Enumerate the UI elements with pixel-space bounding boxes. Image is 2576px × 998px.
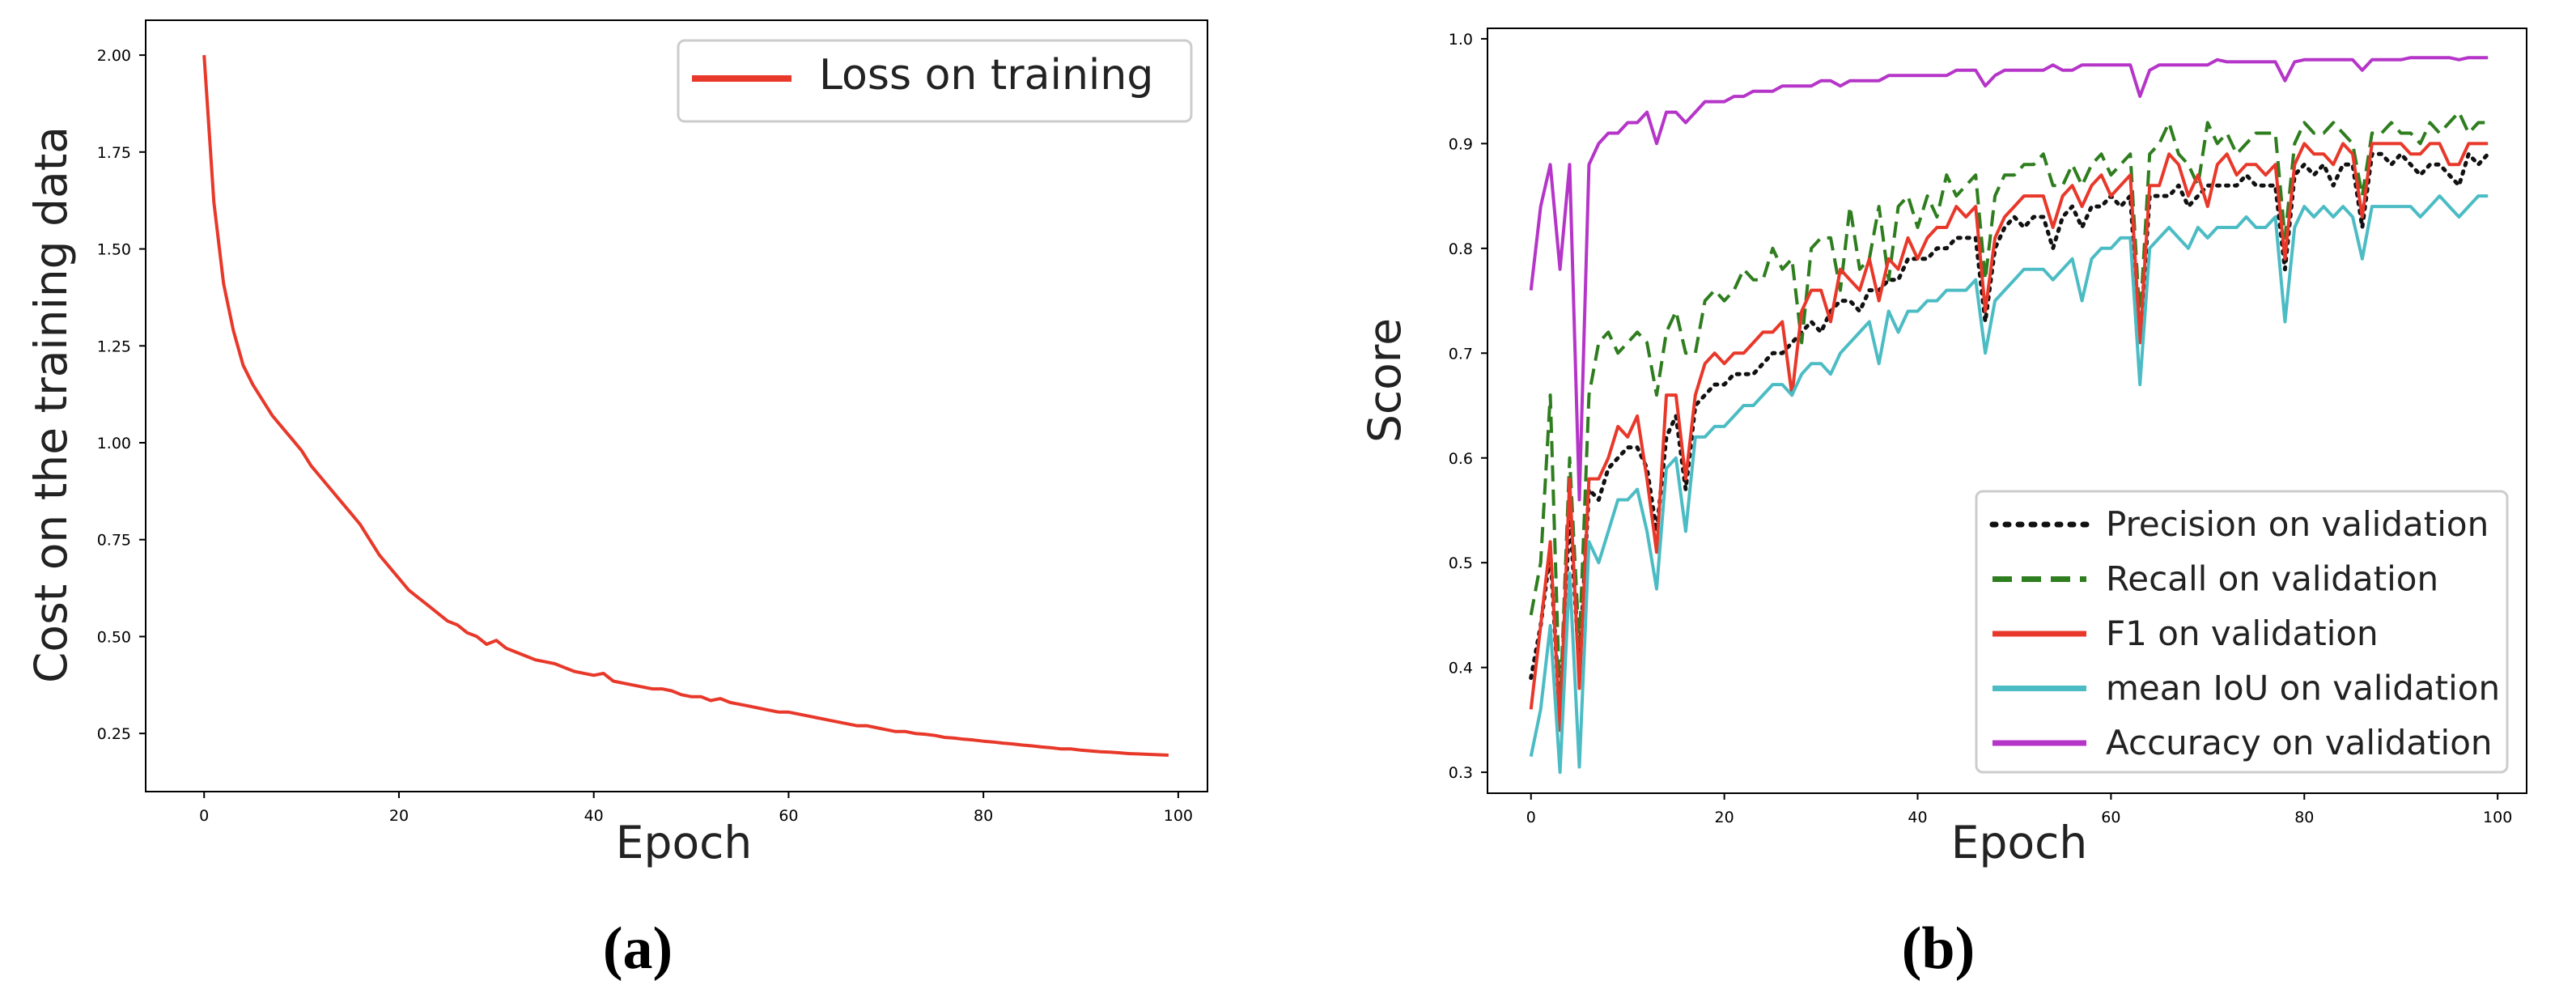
- chart-a-xtick-label: 60: [779, 807, 798, 825]
- chart-b-ytick-label: 0.8: [1449, 240, 1473, 258]
- chart-b-legend-items: Precision on validation Recall on validat…: [1989, 504, 2500, 762]
- chart-b-x-axis: 0 20 40 60 80 100: [1526, 793, 2512, 826]
- chart-b-ytick-label: 0.5: [1449, 554, 1473, 572]
- chart-a-ylabel: Cost on the training data: [25, 126, 77, 683]
- chart-b-xtick-label: 0: [1526, 809, 1536, 826]
- chart-a-series: [202, 54, 1169, 757]
- chart-b-legend-label-0: Precision on validation: [2106, 504, 2489, 544]
- chart-a-xlabel: Epoch: [616, 817, 752, 868]
- chart-b-series-line-4: [1529, 56, 2489, 502]
- panel-label-b: (b): [1902, 915, 1975, 982]
- chart-a-y-axis: 0.25 0.50 0.75 1.00 1.25 1.50 1.75 2.00: [97, 47, 146, 743]
- chart-a-legend-label: Loss on training: [819, 51, 1153, 100]
- chart-a-x-axis: 0 20 40 60 80 100: [199, 792, 1193, 825]
- chart-a-series-line-0: [202, 54, 1169, 757]
- chart-b-frame: [1487, 28, 2527, 794]
- chart-b-ytick-label: 1.0: [1449, 31, 1473, 49]
- chart-a-ytick-label: 0.75: [97, 532, 131, 550]
- chart-a-ytick-label: 1.25: [97, 338, 131, 355]
- chart-a-legend: Loss on training: [677, 39, 1193, 123]
- chart-b-ytick-label: 0.4: [1449, 660, 1473, 677]
- chart-a-legend-box: [677, 39, 1193, 123]
- chart-a-ytick-label: 1.00: [97, 435, 131, 452]
- chart-b-legend-label-3: mean IoU on validation: [2106, 669, 2500, 708]
- chart-b-series-line-1: [1529, 110, 2489, 711]
- chart-b-legend-box: [1975, 490, 2509, 774]
- chart-b-series-line-3: [1529, 194, 2489, 775]
- chart-a-xtick-label: 80: [974, 807, 993, 825]
- chart-a-xtick-label: 100: [1164, 807, 1193, 825]
- chart-b-xtick-label: 40: [1908, 809, 1927, 826]
- chart-b-ytick-label: 0.7: [1449, 345, 1473, 363]
- chart-b-legend-label-1: Recall on validation: [2106, 559, 2438, 599]
- chart-b-ytick-label: 0.3: [1449, 764, 1473, 782]
- chart-a-xtick-label: 0: [199, 807, 209, 825]
- chart-a-xtick-label: 40: [584, 807, 604, 825]
- chart-a-ytick-label: 1.75: [97, 144, 131, 162]
- chart-b-legend: Precision on validation Recall on validat…: [1975, 490, 2509, 774]
- chart-a-ytick-label: 1.50: [97, 241, 131, 259]
- chart-b-legend-label-4: Accuracy on validation: [2106, 723, 2493, 762]
- chart-b-legend-label-2: F1 on validation: [2106, 614, 2379, 653]
- chart-b-xlabel: Epoch: [1951, 817, 2087, 868]
- chart-a-xtick-label: 20: [389, 807, 409, 825]
- chart-b: 0.3 0.4 0.5 0.6 0.7 0.8 0.9 1.0 0 20 40 60 80 100 Ep…: [1359, 28, 2527, 982]
- chart-a-frame: [145, 19, 1208, 792]
- chart-a-ytick-label: 2.00: [97, 47, 131, 65]
- chart-b-ytick-label: 0.9: [1449, 135, 1473, 153]
- chart-b-series-line-2: [1529, 142, 2489, 733]
- chart-a-ytick-label: 0.25: [97, 725, 131, 743]
- chart-b-ylabel: Score: [1359, 318, 1411, 443]
- chart-a-ytick-label: 0.50: [97, 628, 131, 646]
- chart-b-xtick-label: 80: [2294, 809, 2314, 826]
- chart-b-series: [1529, 56, 2490, 775]
- chart-b-ytick-label: 0.6: [1449, 450, 1473, 468]
- chart-b-xtick-label: 100: [2483, 809, 2512, 826]
- chart-b-y-axis: 0.3 0.4 0.5 0.6 0.7 0.8 0.9 1.0: [1449, 31, 1487, 782]
- chart-b-xtick-label: 60: [2101, 809, 2120, 826]
- chart-a: 0.25 0.50 0.75 1.00 1.25 1.50 1.75 2.00 0 20 40 60…: [25, 19, 1208, 982]
- panel-label-a: (a): [603, 915, 673, 982]
- chart-b-xtick-label: 20: [1715, 809, 1734, 826]
